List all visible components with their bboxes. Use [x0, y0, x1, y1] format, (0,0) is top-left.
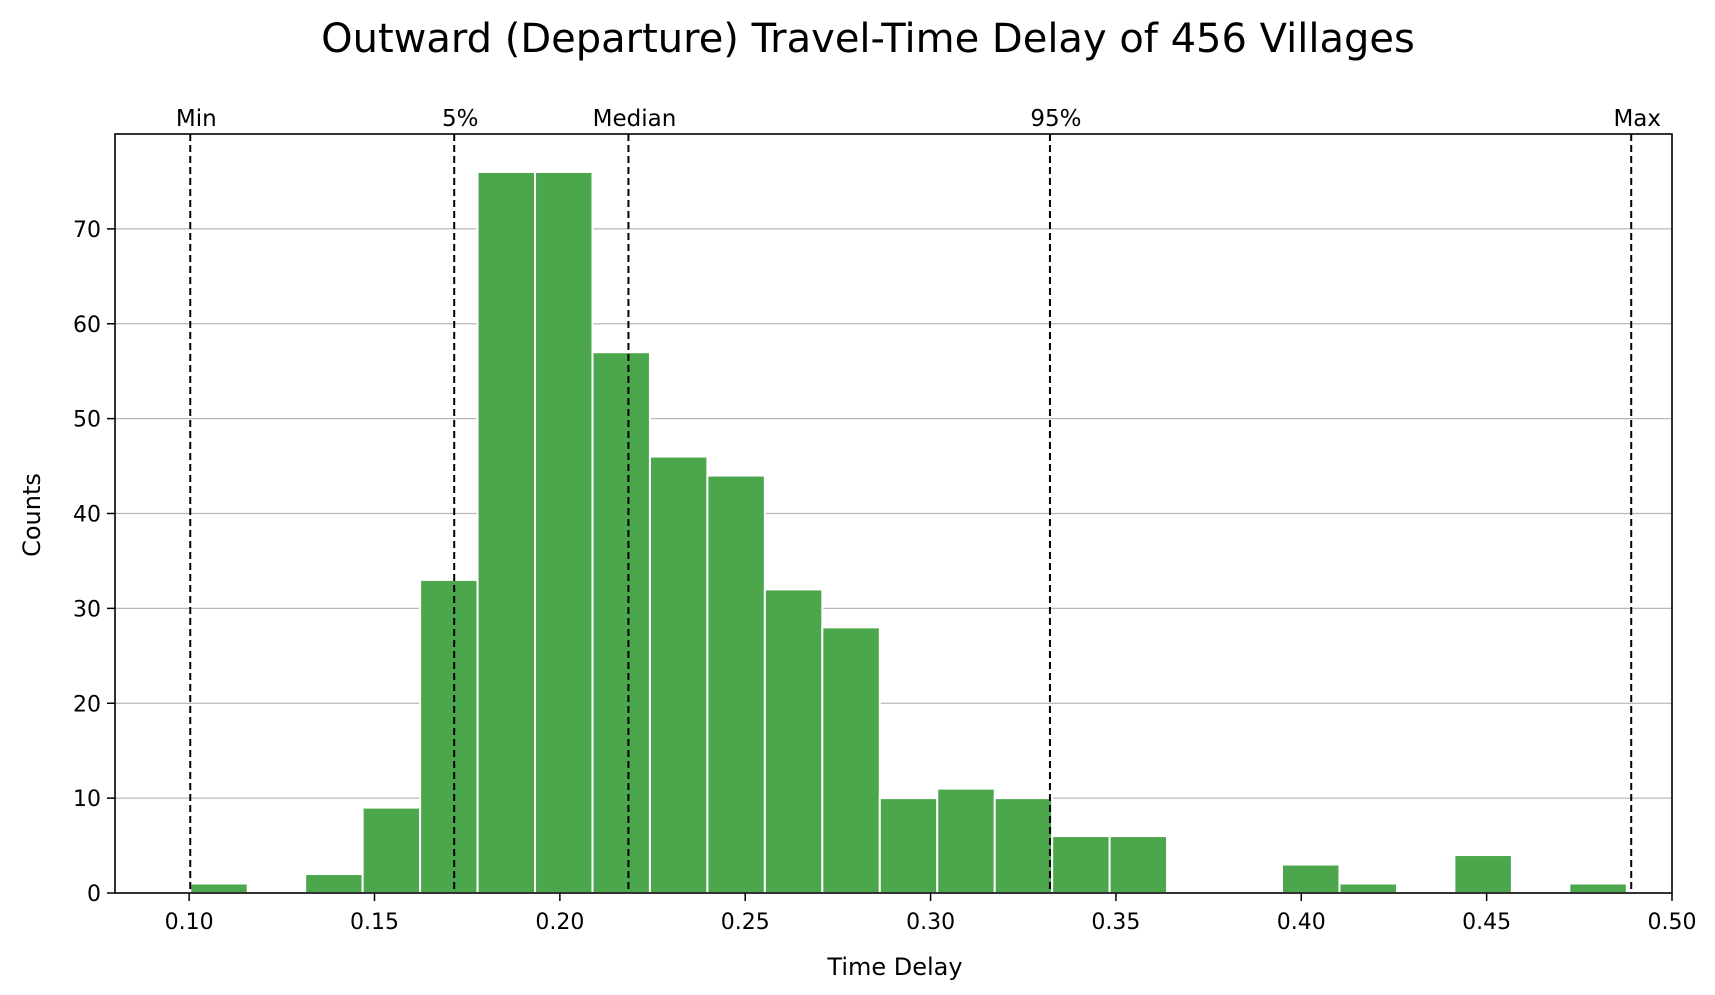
x-tick-label: 0.40: [1277, 910, 1326, 935]
histogram-bar: [534, 170, 594, 894]
x-tick-label: 0.10: [165, 910, 214, 935]
histogram-bar: [763, 588, 824, 895]
histogram-bar: [821, 626, 881, 894]
x-tick-label: 0.30: [906, 910, 955, 935]
x-tick-label: 0.50: [1648, 910, 1697, 935]
histogram-bar: [1281, 863, 1341, 894]
histogram-bar: [1338, 882, 1398, 895]
y-axis-ticks: 0 10 20 30 40 50 60 70: [73, 218, 115, 907]
histogram-bar: [878, 797, 939, 894]
y-tick-label: 40: [73, 503, 101, 528]
x-tick-label: 0.45: [1462, 910, 1511, 935]
histogram-bar: [1051, 835, 1111, 895]
histogram-bar: [1108, 835, 1169, 895]
x-axis-title: Time Delay: [826, 953, 962, 981]
x-tick-label: 0.35: [1091, 910, 1140, 935]
marker-label: Min: [176, 106, 217, 132]
histogram-bar: [1568, 882, 1628, 895]
histogram-bar: [648, 455, 709, 894]
histogram-bars: [189, 170, 1628, 895]
histogram-bar: [706, 474, 766, 894]
percentile-markers: Min 5% Median 95% Max: [176, 106, 1661, 893]
histogram-bar: [419, 578, 479, 894]
y-tick-label: 10: [73, 787, 101, 812]
marker-label: 5%: [442, 106, 479, 132]
gridlines: [115, 228, 1672, 799]
histogram-bar: [1453, 854, 1513, 894]
histogram-bar: [936, 787, 996, 895]
y-axis-title: Counts: [18, 473, 46, 557]
histogram-bar: [361, 806, 422, 894]
marker-label: Max: [1613, 106, 1661, 132]
histogram-bar: [993, 797, 1054, 894]
histogram-bar: [591, 351, 651, 894]
histogram-bar: [476, 170, 537, 894]
y-tick-label: 0: [87, 882, 101, 907]
marker-label: 95%: [1030, 106, 1081, 132]
y-tick-label: 70: [73, 218, 101, 243]
marker-label: Median: [593, 106, 677, 132]
chart-title: Outward (Departure) Travel-Time Delay of…: [321, 16, 1415, 62]
y-tick-label: 20: [73, 692, 101, 717]
y-tick-label: 50: [73, 408, 101, 433]
x-tick-label: 0.20: [535, 910, 584, 935]
histogram-bar: [189, 882, 249, 895]
y-tick-label: 30: [73, 597, 101, 622]
histogram-bar: [304, 873, 364, 895]
x-tick-label: 0.25: [721, 910, 770, 935]
y-tick-label: 60: [73, 313, 101, 338]
x-tick-label: 0.15: [350, 910, 399, 935]
x-axis-ticks: 0.10 0.15 0.20 0.25 0.30 0.35 0.40 0.45 0.50: [165, 893, 1697, 935]
